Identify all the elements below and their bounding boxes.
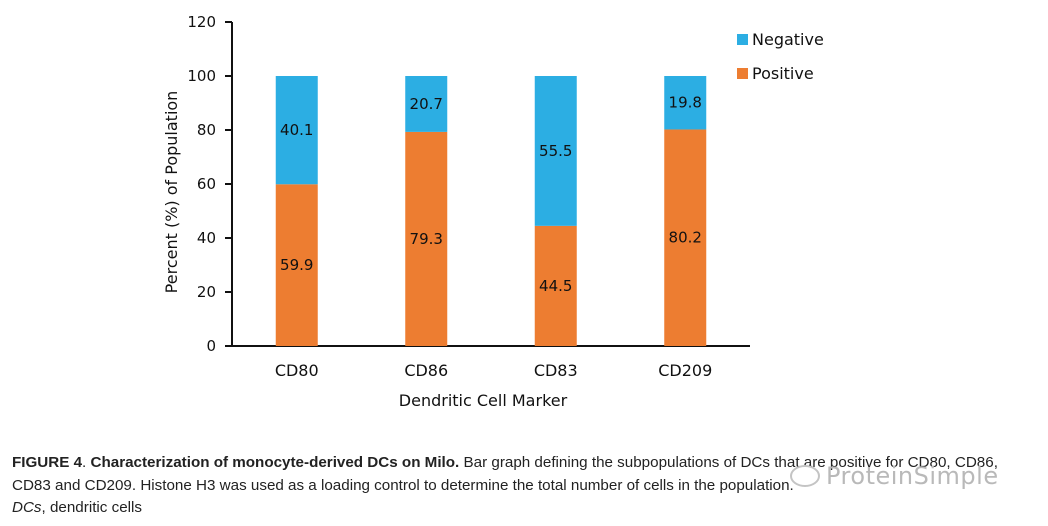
legend-label-negative: Negative — [752, 30, 824, 49]
watermark-text: ProteinSimple — [826, 462, 999, 490]
data-label: 44.5 — [539, 277, 572, 295]
caption-label: FIGURE 4 — [12, 454, 83, 471]
x-tick-label: CD80 — [275, 361, 319, 380]
x-tick-label: CD209 — [658, 361, 712, 380]
legend-label-positive: Positive — [752, 64, 814, 83]
caption-title: Characterization of monocyte-derived DCs… — [90, 454, 460, 471]
bar-positive-cd80 — [275, 184, 318, 346]
caption-abbreviation-definition: , dendritic cells — [41, 499, 142, 516]
stacked-bar-chart: 0 20 40 60 80 100 120 CD80 CD86 CD83 CD209 59.9 40… — [162, 13, 824, 410]
bar-positive-cd209 — [664, 129, 707, 346]
x-axis-label: Dendritic Cell Marker — [399, 391, 568, 410]
x-tick-label: CD86 — [404, 361, 448, 380]
bars: 59.9 40.1 79.3 20.7 44.5 55.5 80.2 19.8 — [275, 76, 707, 346]
caption-abbreviation: DCs — [12, 499, 42, 516]
y-tick-label: 40 — [197, 229, 216, 247]
bar-negative-cd83 — [534, 76, 577, 226]
data-label: 55.5 — [539, 142, 572, 160]
bar-positive-cd86 — [405, 131, 448, 346]
x-axis: CD80 CD86 CD83 CD209 — [232, 345, 750, 380]
data-label: 59.9 — [280, 256, 313, 274]
y-tick-label: 100 — [187, 67, 216, 85]
caption-body: Bar graph defining the subpopulations of… — [12, 454, 998, 494]
chat-bubble-icon — [790, 465, 820, 487]
data-label: 20.7 — [410, 95, 443, 113]
y-tick-label: 60 — [197, 175, 216, 193]
legend-swatch-positive — [737, 68, 748, 79]
y-axis-label: Percent (%) of Population — [162, 91, 181, 294]
watermark: ProteinSimple — [790, 462, 999, 490]
bar-negative-cd80 — [275, 76, 318, 185]
y-axis: 0 20 40 60 80 100 120 — [187, 13, 233, 355]
y-tick-label: 0 — [206, 337, 216, 355]
y-tick-label: 80 — [197, 121, 216, 139]
bar-negative-cd86 — [405, 76, 448, 132]
y-tick-label: 20 — [197, 283, 216, 301]
data-label: 80.2 — [669, 229, 702, 247]
bar-negative-cd209 — [664, 76, 707, 130]
data-label: 40.1 — [280, 121, 313, 139]
x-tick-label: CD83 — [534, 361, 578, 380]
data-label: 79.3 — [410, 230, 443, 248]
figure-caption: FIGURE 4. Characterization of monocyte-d… — [12, 454, 998, 516]
legend-swatch-negative — [737, 34, 748, 45]
data-label: 19.8 — [669, 94, 702, 112]
y-tick-label: 120 — [187, 13, 216, 31]
bar-positive-cd83 — [534, 225, 577, 346]
legend: Negative Positive — [737, 30, 824, 83]
